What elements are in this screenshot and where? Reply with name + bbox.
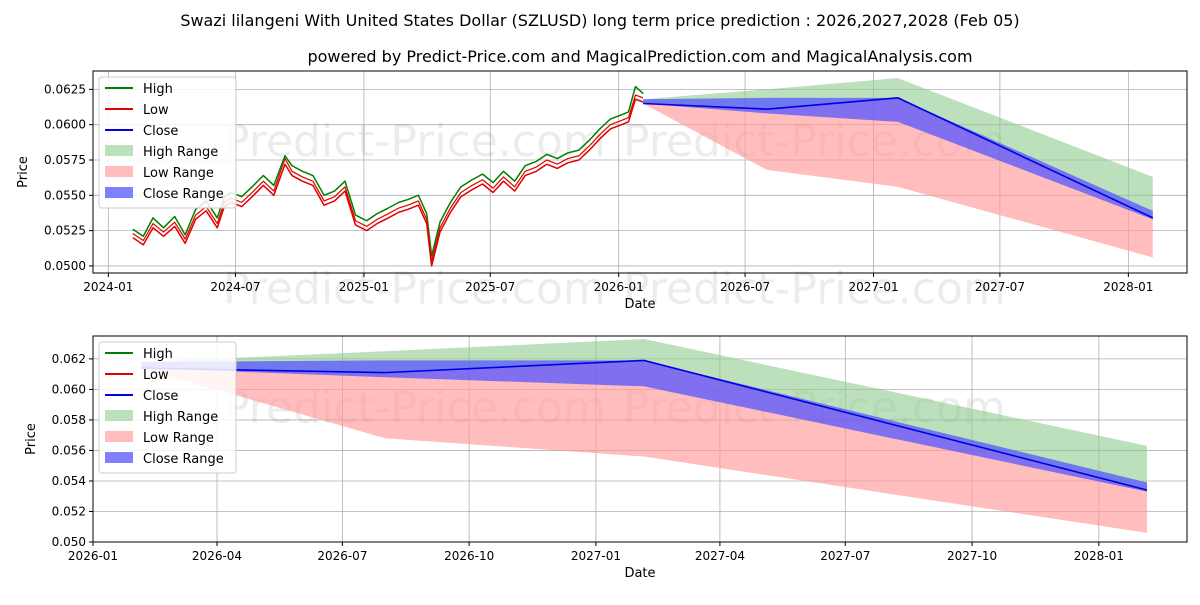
x-tick-label: 2024-07 bbox=[210, 280, 260, 294]
low-range-band bbox=[141, 360, 1148, 533]
y-tick-label: 0.062 bbox=[52, 352, 86, 366]
legend: High Low Close High Range Low Range Close Ran… bbox=[98, 341, 237, 474]
legend-label: High Range bbox=[143, 145, 218, 160]
plot-area bbox=[132, 78, 1154, 267]
x-tick-label: 2028-01 bbox=[1074, 549, 1124, 563]
x-tick-label: 2026-07 bbox=[720, 280, 770, 294]
y-tick-label: 0.060 bbox=[52, 382, 86, 396]
legend-close-range-swatch bbox=[105, 452, 133, 463]
panel-top: Predict-Price.com Predict-Price.com Predic… bbox=[16, 70, 1188, 314]
low-range-band bbox=[643, 97, 1153, 258]
chart-title: Swazi lilangeni With United States Dolla… bbox=[180, 11, 1019, 30]
watermark: Predict-Price.com bbox=[623, 263, 1006, 314]
x-tick-label: 2026-07 bbox=[317, 549, 367, 563]
legend-label: High bbox=[143, 82, 173, 97]
y-tick-label: 0.058 bbox=[52, 413, 86, 427]
legend-label: High bbox=[143, 347, 173, 362]
close-forecast-line bbox=[643, 97, 1154, 219]
legend-label: Close bbox=[143, 124, 178, 139]
legend-label: Close Range bbox=[143, 187, 224, 202]
x-tick-label: 2026-04 bbox=[192, 549, 242, 563]
plot-frame bbox=[92, 70, 1188, 274]
x-tick-label: 2024-01 bbox=[83, 280, 133, 294]
x-tick-label: 2026-01 bbox=[594, 280, 644, 294]
y-tick-label: 0.054 bbox=[52, 474, 86, 488]
legend-label: Close bbox=[143, 389, 178, 404]
x-tick-label: 2028-01 bbox=[1103, 280, 1153, 294]
high-range-band bbox=[141, 339, 1148, 491]
y-axis-label: Price bbox=[24, 423, 39, 455]
x-axis-label: Date bbox=[624, 297, 655, 312]
y-tick-label: 0.056 bbox=[52, 443, 86, 457]
x-tick-label: 2025-01 bbox=[339, 280, 389, 294]
x-tick-label: 2027-07 bbox=[975, 280, 1025, 294]
plot-area bbox=[141, 339, 1148, 533]
x-tick-label: 2027-07 bbox=[820, 549, 870, 563]
panel-bottom: Predict-Price.comPredict-Price.com0.0500… bbox=[24, 335, 1188, 581]
y-axis-label: Price bbox=[16, 156, 31, 188]
legend-high-range-swatch bbox=[105, 145, 133, 156]
legend-label: Low Range bbox=[143, 166, 214, 181]
x-tick-label: 2027-01 bbox=[571, 549, 621, 563]
legend-label: Close Range bbox=[143, 452, 224, 467]
x-tick-label: 2026-01 bbox=[68, 549, 118, 563]
legend-label: Low bbox=[143, 103, 169, 118]
high-range-band bbox=[643, 78, 1153, 218]
legend-high-range-swatch bbox=[105, 410, 133, 421]
legend: High Low Close High Range Low Range Close Ran… bbox=[98, 76, 237, 209]
legend-box bbox=[98, 76, 237, 209]
low-series-line bbox=[132, 98, 644, 267]
x-tick-label: 2027-01 bbox=[848, 280, 898, 294]
x-tick-label: 2026-10 bbox=[444, 549, 494, 563]
y-tick-label: 0.0575 bbox=[44, 153, 86, 167]
x-axis-label: Date bbox=[624, 566, 655, 581]
legend-close-range-swatch bbox=[105, 187, 133, 198]
legend-label: Low Range bbox=[143, 431, 214, 446]
legend-low-range-swatch bbox=[105, 431, 133, 442]
legend-box bbox=[98, 341, 237, 474]
y-tick-label: 0.052 bbox=[52, 504, 86, 518]
y-tick-label: 0.0525 bbox=[44, 224, 86, 238]
legend-label: Low bbox=[143, 368, 169, 383]
x-tick-label: 2027-10 bbox=[947, 549, 997, 563]
y-tick-label: 0.0600 bbox=[44, 118, 86, 132]
plot-frame bbox=[92, 335, 1188, 543]
close-history-line bbox=[132, 94, 644, 263]
chart-subtitle: powered by Predict-Price.com and Magical… bbox=[307, 47, 972, 66]
y-tick-label: 0.0550 bbox=[44, 188, 86, 202]
y-tick-label: 0.0625 bbox=[44, 82, 86, 96]
close-forecast-line bbox=[141, 359, 1148, 491]
legend-label: High Range bbox=[143, 410, 218, 425]
y-tick-label: 0.050 bbox=[52, 535, 86, 549]
watermark: Predict-Price.com bbox=[223, 116, 606, 167]
legend-low-range-swatch bbox=[105, 166, 133, 177]
x-tick-label: 2027-04 bbox=[695, 549, 745, 563]
watermark: Predict-Price.com bbox=[223, 263, 606, 314]
x-tick-label: 2025-07 bbox=[465, 280, 515, 294]
y-tick-label: 0.0500 bbox=[44, 259, 86, 273]
